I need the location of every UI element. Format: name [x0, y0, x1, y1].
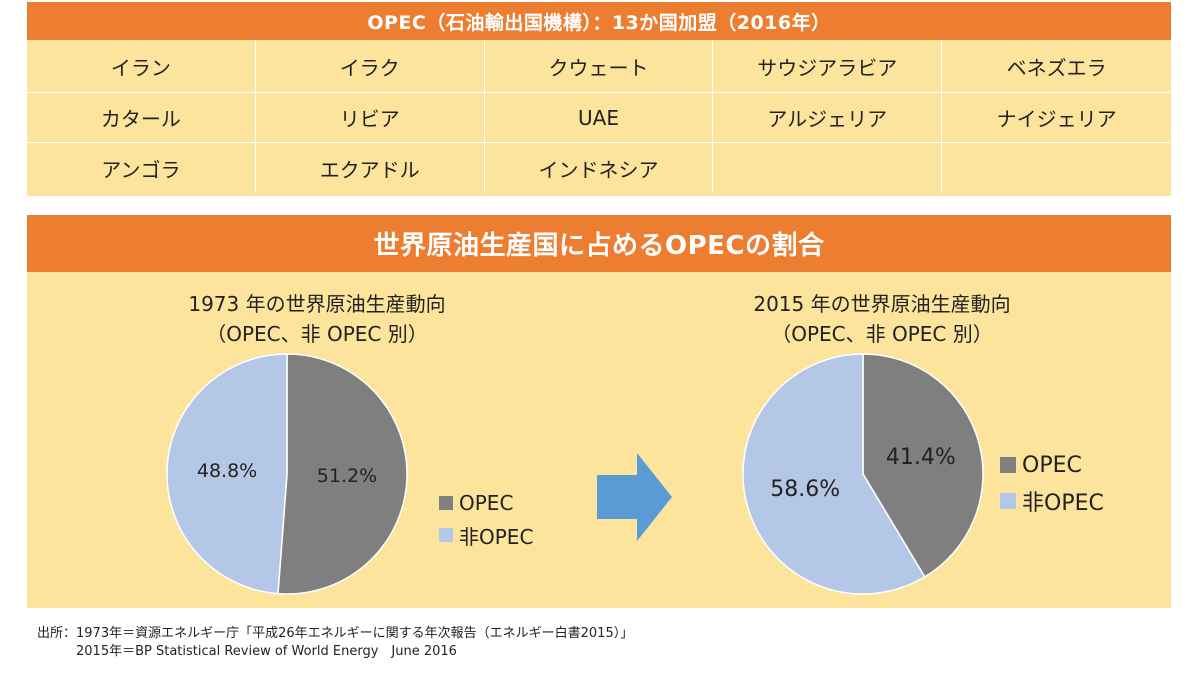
legend-item-non-opec: 非OPEC [439, 519, 533, 551]
source-note: 出所：1973年＝資源エネルギー庁「平成26年エネルギーに関する年次報告（エネル… [37, 625, 633, 661]
legend-label-non-opec: 非OPEC [1022, 491, 1104, 516]
chart-2015-title-line1: 2015 年の世界原油生産動向 [753, 292, 1011, 316]
data-label-non-opec: 58.6% [770, 477, 840, 502]
data-label-non-opec: 48.8% [197, 460, 257, 482]
pie-chart-1973: 51.2% 48.8% [166, 353, 408, 595]
member-cell: カタール [27, 93, 256, 143]
legend-2015: OPEC 非OPEC [1000, 447, 1104, 519]
member-cell: ナイジェリア [942, 93, 1171, 143]
opec-share-panel: 世界原油生産国に占めるOPECの割合 1973 年の世界原油生産動向 （OPEC… [27, 215, 1171, 608]
pie-slice-opec [862, 353, 984, 578]
source-line-1973: 出所：1973年＝資源エネルギー庁「平成26年エネルギーに関する年次報告（エネル… [37, 626, 634, 641]
legend-swatch-opec [439, 496, 453, 510]
legend-label-non-opec: 非OPEC [459, 524, 534, 549]
member-cell: イラン [27, 40, 256, 93]
right-arrow-icon [597, 453, 672, 541]
chart-1973-title: 1973 年の世界原油生産動向 （OPEC、非 OPEC 別） [137, 289, 497, 349]
chart-2015-title: 2015 年の世界原油生産動向 （OPEC、非 OPEC 別） [702, 289, 1062, 349]
pie-slice-non-opec [742, 353, 926, 595]
arrow-shape [597, 453, 672, 541]
member-cell: サウジアラビア [713, 40, 943, 93]
chart-2015-title-line2: （OPEC、非 OPEC 別） [771, 322, 993, 346]
chart-1973-title-line1: 1973 年の世界原油生産動向 [188, 292, 446, 316]
legend-swatch-opec [1000, 457, 1016, 473]
pie-chart-2015: 41.4% 58.6% [742, 353, 984, 595]
member-cell: アンゴラ [27, 143, 256, 193]
members-title: OPEC（石油輸出国機構）：13か国加盟（2016年） [27, 2, 1171, 40]
legend-label-opec: OPEC [1022, 452, 1082, 478]
legend-label-opec: OPEC [459, 491, 514, 515]
pie-slice-non-opec [166, 353, 288, 595]
legend-swatch-non-opec [439, 528, 453, 542]
data-label-opec: 41.4% [886, 445, 956, 470]
legend-swatch-non-opec [1000, 493, 1016, 509]
opec-members-table: OPEC（石油輸出国機構）：13か国加盟（2016年） イラン イラク クウェー… [27, 2, 1171, 196]
member-cell: イラク [255, 40, 485, 93]
member-cell: エクアドル [256, 143, 485, 193]
panel-title: 世界原油生産国に占めるOPECの割合 [27, 215, 1171, 272]
member-cell: ベネズエラ [942, 40, 1171, 93]
member-cell: クウェート [484, 40, 714, 93]
member-cell: アルジェリア [713, 93, 943, 143]
pie-slice-opec [277, 353, 408, 595]
data-label-opec: 51.2% [317, 465, 377, 487]
source-line-2015: 2015年＝BP Statistical Review of World Ene… [37, 644, 457, 659]
member-cell-empty [713, 143, 943, 193]
legend-item-opec: OPEC [439, 487, 533, 519]
member-cell-empty [942, 143, 1171, 193]
member-cell: リビア [255, 93, 485, 143]
legend-item-non-opec: 非OPEC [1000, 483, 1104, 519]
chart-1973-title-line2: （OPEC、非 OPEC 別） [206, 322, 428, 346]
member-cell: インドネシア [485, 143, 714, 193]
legend-item-opec: OPEC [1000, 447, 1104, 483]
member-cell: UAE [484, 93, 714, 143]
legend-1973: OPEC 非OPEC [439, 487, 533, 551]
members-grid: イラン イラク クウェート サウジアラビア ベネズエラ カタール リビア UAE… [27, 40, 1171, 193]
